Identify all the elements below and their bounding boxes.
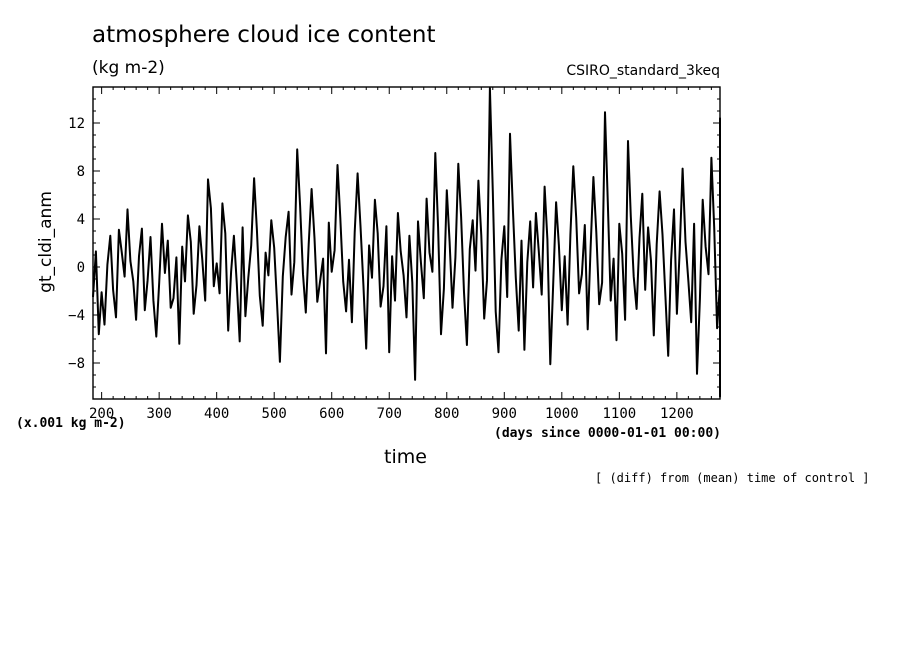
- model-label: CSIRO_standard_3keq: [566, 63, 720, 79]
- footnote: [ (diff) from (mean) time of control ]: [595, 471, 870, 485]
- x-tick-label: 600: [319, 406, 344, 422]
- x-axis-label: time: [384, 446, 427, 468]
- y-tick-label: 0: [77, 260, 85, 276]
- y-tick-label: 4: [77, 212, 85, 228]
- plot-frame: [92, 86, 721, 400]
- x-tick-label: 200: [89, 406, 114, 422]
- x-tick-label: 1100: [602, 406, 636, 422]
- x-tick-label: 400: [204, 406, 229, 422]
- x-tick-label: 300: [147, 406, 172, 422]
- series-group: [92, 87, 721, 398]
- x-tick-label: 700: [377, 406, 402, 422]
- y-scale-note: (x.001 kg m-2): [16, 416, 126, 431]
- axis-ticks: 200 300 400 500 600 700 800 900 1000 1100 1200 −8 −4…: [68, 86, 720, 422]
- series-line-0: [92, 87, 721, 398]
- chart-units: (kg m-2): [92, 58, 165, 78]
- chart-title: atmosphere cloud ice content: [92, 22, 436, 48]
- x-tick-label: 800: [434, 406, 459, 422]
- y-tick-label: −4: [68, 308, 85, 324]
- time-origin-note: (days since 0000-01-01 00:00): [494, 426, 721, 441]
- y-tick-label: 8: [77, 164, 85, 180]
- y-tick-label: −8: [68, 356, 85, 372]
- x-tick-label: 500: [262, 406, 287, 422]
- x-tick-label: 900: [492, 406, 517, 422]
- x-tick-label: 1200: [660, 406, 694, 422]
- y-tick-label: 12: [68, 116, 85, 132]
- x-tick-label: 1000: [545, 406, 579, 422]
